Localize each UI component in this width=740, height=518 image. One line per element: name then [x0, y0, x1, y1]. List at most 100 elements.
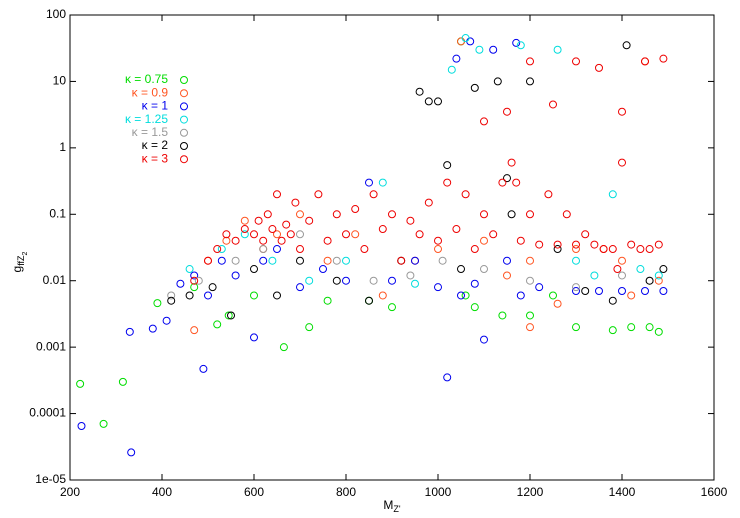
point: [273, 245, 281, 254]
point: [231, 271, 240, 280]
point: [424, 97, 433, 106]
point: [250, 333, 258, 342]
point: [217, 256, 226, 265]
point: [659, 54, 668, 63]
point: [466, 37, 475, 46]
point: [190, 276, 199, 285]
y-label-sub: ffZ: [16, 255, 26, 266]
point: [553, 45, 562, 54]
y-tick-label: 1: [59, 140, 66, 154]
point: [118, 377, 127, 386]
point: [470, 279, 479, 288]
point: [447, 65, 456, 74]
point: [475, 45, 484, 54]
point: [378, 178, 387, 187]
point: [608, 245, 617, 254]
point: [167, 291, 176, 300]
point: [99, 419, 108, 428]
x-tick-label: 1600: [701, 485, 728, 499]
point: [516, 236, 525, 245]
point: [415, 230, 424, 239]
point: [654, 240, 663, 249]
point: [480, 335, 488, 344]
x-tick-label: 1400: [609, 485, 636, 499]
point: [314, 190, 323, 199]
point: [507, 158, 516, 167]
point: [296, 210, 304, 219]
point: [369, 190, 378, 199]
point: [608, 326, 617, 335]
point: [259, 236, 268, 245]
point: [562, 210, 571, 219]
point: [654, 271, 663, 280]
point: [282, 220, 291, 229]
point: [296, 283, 304, 292]
point: [618, 256, 626, 265]
point: [480, 265, 488, 274]
x-label-main: M: [383, 498, 393, 512]
point: [259, 256, 268, 265]
point: [590, 240, 599, 249]
point: [323, 296, 332, 305]
point: [503, 271, 511, 280]
point: [470, 83, 479, 92]
point: [572, 245, 580, 254]
point: [618, 158, 626, 167]
point: [590, 271, 599, 280]
point: [526, 276, 534, 285]
legend-marker: [180, 76, 188, 84]
point: [627, 323, 636, 332]
point: [254, 216, 263, 225]
point: [167, 296, 176, 305]
point: [227, 311, 235, 320]
point: [526, 311, 534, 320]
point: [397, 256, 406, 265]
point: [470, 303, 479, 312]
point: [277, 236, 286, 245]
point: [457, 291, 465, 300]
point: [319, 265, 327, 274]
point: [507, 210, 516, 219]
point: [259, 245, 268, 254]
point: [415, 87, 424, 96]
point: [411, 279, 419, 288]
point: [457, 37, 465, 46]
point: [153, 299, 162, 308]
point: [613, 265, 622, 274]
point: [498, 178, 507, 187]
y-tick-label: 100: [46, 7, 66, 21]
point: [526, 57, 534, 66]
point: [618, 271, 626, 280]
point: [194, 276, 203, 285]
point: [286, 230, 295, 239]
point: [365, 296, 373, 305]
point: [572, 240, 580, 249]
legend-label: κ = 3: [142, 151, 169, 165]
point: [503, 107, 511, 116]
point: [480, 117, 488, 126]
point: [148, 324, 157, 333]
point: [240, 230, 249, 239]
point: [457, 265, 465, 274]
point: [595, 63, 603, 72]
point: [342, 276, 350, 285]
point: [553, 240, 562, 249]
x-tick-label: 800: [336, 485, 356, 499]
point: [581, 230, 590, 239]
point: [323, 256, 332, 265]
point: [250, 230, 258, 239]
point: [250, 265, 258, 274]
point: [608, 296, 617, 305]
y-tick-label: 0.01: [43, 273, 67, 287]
y-tick-label: 0.1: [49, 206, 66, 220]
point: [512, 178, 521, 187]
point: [438, 256, 447, 265]
point: [279, 343, 288, 352]
point: [332, 210, 341, 219]
point: [544, 190, 553, 199]
point: [388, 303, 396, 312]
point: [77, 421, 86, 430]
y-tick-label: 0.0001: [29, 406, 66, 420]
point: [388, 276, 396, 285]
point: [659, 265, 668, 274]
